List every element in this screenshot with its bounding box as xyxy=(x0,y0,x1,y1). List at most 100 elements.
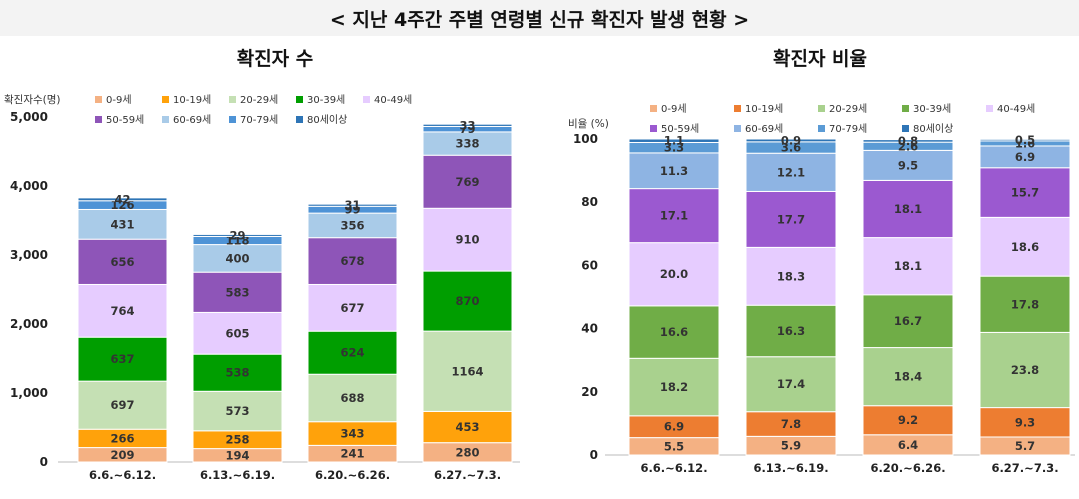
bar-segment xyxy=(77,283,168,338)
bar-segment xyxy=(307,203,398,207)
y-tick-label: 40 xyxy=(581,322,598,336)
y-axis-label: 확진자수(명) xyxy=(4,93,61,106)
data-label: 5.7 xyxy=(1015,439,1035,453)
y-tick-label: 100 xyxy=(573,132,598,146)
data-label: 870 xyxy=(455,294,479,308)
legend-swatch xyxy=(95,116,102,123)
bar-segment xyxy=(422,207,513,272)
page-title: < 지난 4주간 주별 연령별 신규 확진자 발생 현황 > xyxy=(0,0,1079,36)
data-label: 769 xyxy=(455,175,479,189)
data-label: 583 xyxy=(225,285,249,299)
data-label: 0.8 xyxy=(898,134,918,148)
x-tick-label: 6.20.~6.26. xyxy=(870,461,945,475)
legend-label: 40-49세 xyxy=(997,103,1035,115)
data-label: 18.1 xyxy=(894,259,922,273)
bar-segment xyxy=(745,138,837,143)
data-label: 5.9 xyxy=(781,439,801,453)
data-label: 18.1 xyxy=(894,202,922,216)
data-label: 118 xyxy=(225,234,249,248)
bar-segment xyxy=(979,407,1071,438)
data-label: 266 xyxy=(110,431,134,445)
data-label: 23.8 xyxy=(1011,363,1039,377)
data-label: 16.6 xyxy=(660,325,688,339)
x-tick-label: 6.13.~6.19. xyxy=(200,468,275,482)
bar-segment xyxy=(628,357,720,417)
legend-label: 50-59세 xyxy=(661,123,699,135)
bar-segment xyxy=(862,149,954,181)
legend-swatch xyxy=(162,116,169,123)
bar-segment xyxy=(745,246,837,306)
data-label: 656 xyxy=(110,255,134,269)
bar-segment xyxy=(192,233,283,237)
data-label: 6.4 xyxy=(898,438,918,452)
x-tick-label: 6.6.~6.12. xyxy=(640,461,707,475)
data-label: 5.5 xyxy=(664,439,684,453)
data-label: 20.0 xyxy=(660,267,688,281)
data-label: 194 xyxy=(225,448,249,462)
data-label: 678 xyxy=(340,254,364,268)
data-label: 126 xyxy=(110,198,134,212)
bar-segment xyxy=(979,167,1071,218)
legend-label: 30-39세 xyxy=(913,103,951,115)
x-tick-label: 6.27.~7.3. xyxy=(991,461,1058,475)
legend-swatch xyxy=(986,105,993,112)
bar-segment xyxy=(862,179,954,239)
chart-title-count: 확진자 수 xyxy=(236,48,314,70)
bar-segment xyxy=(628,188,720,244)
data-label: 241 xyxy=(340,447,364,461)
data-label: 343 xyxy=(340,427,364,441)
legend-label: 0-9세 xyxy=(661,103,687,115)
data-label: 573 xyxy=(225,404,249,418)
bar-segment xyxy=(192,311,283,355)
bar-segment xyxy=(862,237,954,296)
y-tick-label: 80 xyxy=(581,195,598,209)
data-label: 17.8 xyxy=(1011,297,1039,311)
legend-label: 70-79세 xyxy=(829,123,867,135)
data-label: 764 xyxy=(110,304,134,318)
bar-segment xyxy=(745,411,837,437)
bar-segment xyxy=(979,138,1071,142)
legend-swatch xyxy=(734,105,741,112)
legend-label: 60-69세 xyxy=(173,114,211,126)
legend-swatch xyxy=(229,96,236,103)
data-label: 209 xyxy=(110,448,134,462)
bar-segment xyxy=(422,330,513,412)
legend-label: 10-19세 xyxy=(173,94,211,106)
data-label: 258 xyxy=(225,433,249,447)
data-label: 16.7 xyxy=(894,314,922,328)
data-label: 637 xyxy=(110,352,134,366)
data-label: 677 xyxy=(340,301,364,315)
bar-segment xyxy=(422,270,513,332)
data-label: 7.8 xyxy=(781,417,801,431)
bar-segment xyxy=(192,271,283,313)
legend-swatch xyxy=(296,96,303,103)
bar-segment xyxy=(628,138,720,143)
bar-segment xyxy=(979,216,1071,277)
bar-segment xyxy=(307,212,398,239)
bar-segment xyxy=(979,331,1071,409)
data-label: 910 xyxy=(455,233,479,247)
data-label: 42 xyxy=(114,192,130,206)
data-label: 15.7 xyxy=(1011,186,1039,200)
data-label: 18.4 xyxy=(894,370,922,384)
data-label: 6.9 xyxy=(664,420,684,434)
chart-title-ratio: 확진자 비율 xyxy=(772,48,867,70)
legend-swatch xyxy=(363,96,370,103)
bar-segment xyxy=(628,152,720,190)
data-label: 356 xyxy=(340,218,364,232)
bar-segment xyxy=(77,238,168,285)
data-label: 697 xyxy=(110,398,134,412)
legend-swatch xyxy=(650,125,657,132)
bar-segment xyxy=(307,283,398,332)
bar-segment xyxy=(745,304,837,358)
y-tick-label: 60 xyxy=(581,258,598,272)
legend-label: 60-69세 xyxy=(745,123,783,135)
legend-label: 20-29세 xyxy=(829,103,867,115)
x-tick-label: 6.13.~6.19. xyxy=(753,461,828,475)
data-label: 18.6 xyxy=(1011,240,1039,254)
legend-swatch xyxy=(162,96,169,103)
data-label: 6.9 xyxy=(1015,150,1035,164)
data-label: 453 xyxy=(455,420,479,434)
data-label: 12.1 xyxy=(777,165,805,179)
